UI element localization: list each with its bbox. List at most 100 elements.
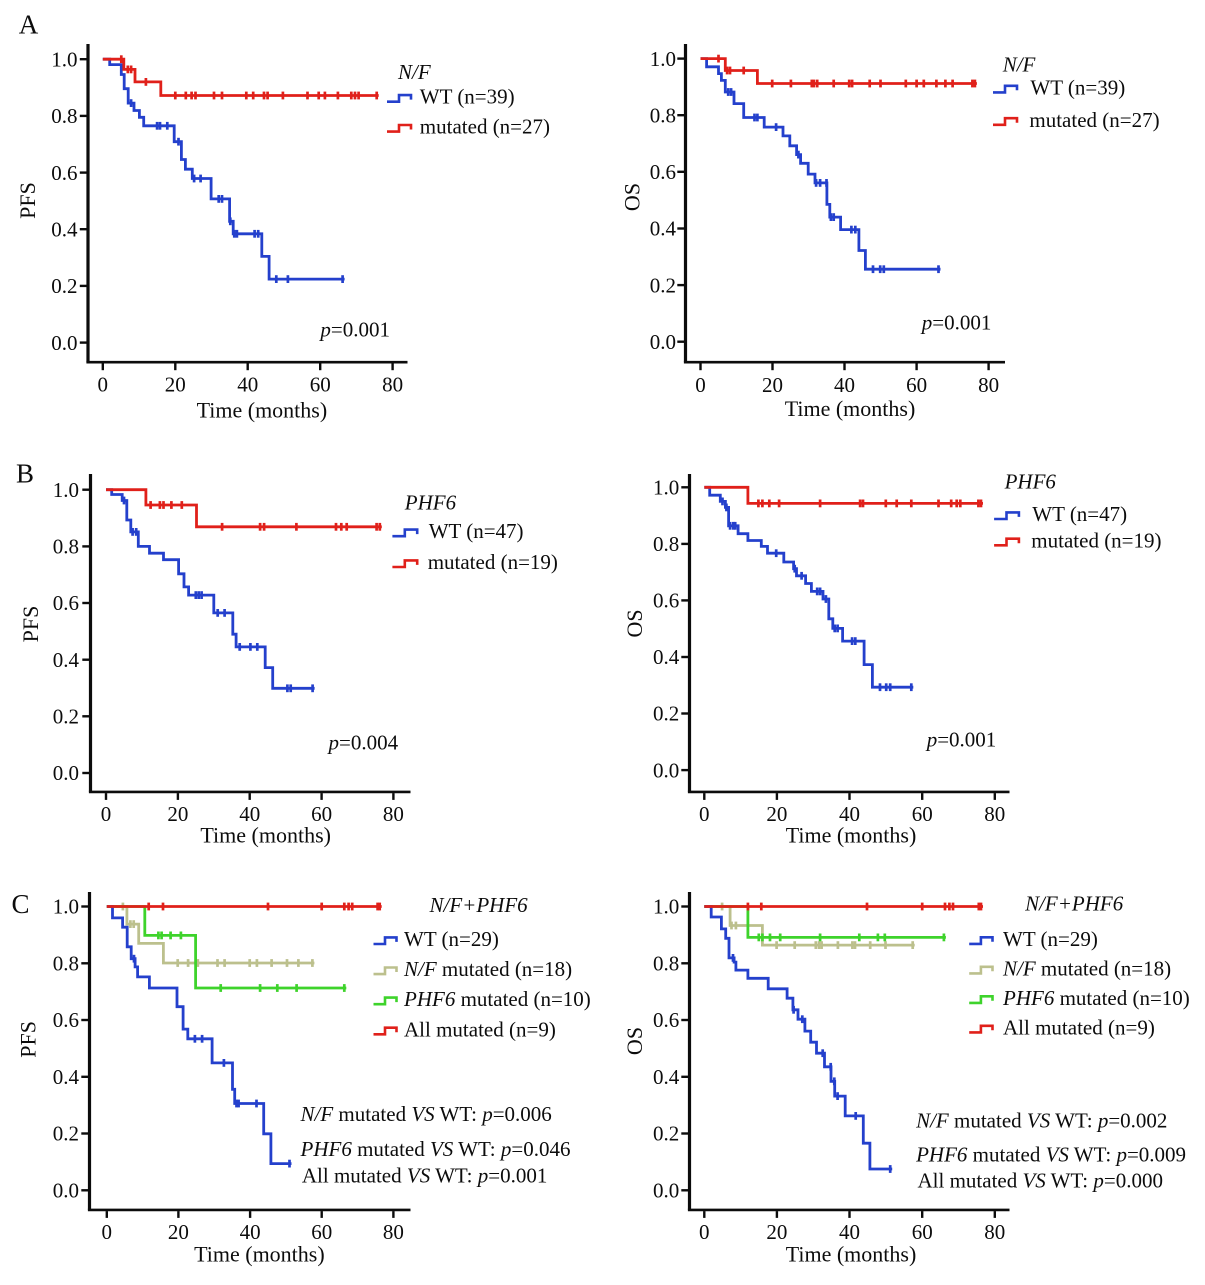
svg-text:0.4: 0.4 xyxy=(650,217,677,241)
svg-text:N/F mutated VS WT: p=0.006: N/F mutated VS WT: p=0.006 xyxy=(300,1102,552,1126)
svg-text:0: 0 xyxy=(699,802,710,826)
svg-text:N/F+PHF6: N/F+PHF6 xyxy=(1024,891,1124,915)
svg-text:OS: OS xyxy=(622,1027,647,1055)
svg-text:C: C xyxy=(12,889,30,919)
svg-text:N/F+PHF6: N/F+PHF6 xyxy=(429,893,529,917)
svg-text:0.6: 0.6 xyxy=(653,1008,679,1032)
svg-text:All mutated VS WT: p=0.000: All mutated VS WT: p=0.000 xyxy=(918,1169,1163,1193)
svg-text:All mutated (n=9): All mutated (n=9) xyxy=(404,1017,556,1041)
svg-text:0.8: 0.8 xyxy=(53,535,79,559)
svg-text:60: 60 xyxy=(310,372,331,396)
svg-text:mutated (n=27): mutated (n=27) xyxy=(420,115,550,139)
svg-text:60: 60 xyxy=(906,373,927,397)
svg-text:0.4: 0.4 xyxy=(53,1065,80,1089)
svg-text:0.6: 0.6 xyxy=(53,591,79,615)
svg-text:WT (n=39): WT (n=39) xyxy=(420,85,515,109)
svg-text:20: 20 xyxy=(762,373,783,397)
svg-text:Time (months): Time (months) xyxy=(200,822,331,847)
svg-text:0.6: 0.6 xyxy=(650,160,676,184)
svg-text:PHF6: PHF6 xyxy=(1004,470,1057,494)
svg-text:20: 20 xyxy=(766,1220,787,1244)
svg-text:p=0.001: p=0.001 xyxy=(920,311,992,335)
svg-text:p=0.001: p=0.001 xyxy=(925,727,997,751)
svg-text:N/F: N/F xyxy=(1002,53,1036,77)
svg-text:1.0: 1.0 xyxy=(653,895,679,919)
svg-text:Time (months): Time (months) xyxy=(786,822,917,847)
svg-text:mutated (n=19): mutated (n=19) xyxy=(1031,528,1161,552)
svg-text:1.0: 1.0 xyxy=(53,895,79,919)
svg-text:60: 60 xyxy=(912,1220,933,1244)
svg-text:mutated (n=27): mutated (n=27) xyxy=(1029,108,1159,132)
svg-text:PHF6: PHF6 xyxy=(404,491,457,515)
svg-text:40: 40 xyxy=(839,802,860,826)
svg-text:0.4: 0.4 xyxy=(653,1065,680,1089)
svg-text:80: 80 xyxy=(984,1220,1005,1244)
svg-text:mutated (n=19): mutated (n=19) xyxy=(428,550,558,574)
svg-text:1.0: 1.0 xyxy=(653,476,679,500)
svg-text:0.6: 0.6 xyxy=(51,161,77,185)
svg-text:0.2: 0.2 xyxy=(653,702,679,726)
svg-text:WT (n=47): WT (n=47) xyxy=(429,519,524,543)
svg-text:0: 0 xyxy=(101,802,112,826)
svg-text:0.4: 0.4 xyxy=(51,217,78,241)
svg-text:40: 40 xyxy=(834,373,855,397)
svg-text:80: 80 xyxy=(978,373,999,397)
svg-text:B: B xyxy=(16,458,34,488)
svg-text:Time (months): Time (months) xyxy=(194,1242,325,1267)
svg-text:Time (months): Time (months) xyxy=(786,1242,917,1267)
svg-text:40: 40 xyxy=(237,372,258,396)
svg-text:20: 20 xyxy=(168,1220,189,1244)
svg-text:PFS: PFS xyxy=(18,606,43,643)
svg-text:60: 60 xyxy=(311,1220,332,1244)
svg-text:20: 20 xyxy=(165,372,186,396)
svg-text:WT (n=39): WT (n=39) xyxy=(1030,75,1125,99)
svg-text:0: 0 xyxy=(695,373,706,397)
svg-text:0.4: 0.4 xyxy=(653,645,680,669)
svg-text:Time (months): Time (months) xyxy=(197,398,328,423)
svg-text:PHF6 mutated VS WT: p=0.009: PHF6 mutated VS WT: p=0.009 xyxy=(915,1143,1186,1167)
svg-text:0.8: 0.8 xyxy=(51,104,77,128)
svg-text:OS: OS xyxy=(622,609,647,637)
svg-text:1.0: 1.0 xyxy=(51,47,77,71)
svg-text:WT (n=47): WT (n=47) xyxy=(1032,502,1127,526)
svg-text:0.6: 0.6 xyxy=(53,1008,79,1032)
svg-text:40: 40 xyxy=(240,1220,261,1244)
svg-text:OS: OS xyxy=(619,183,644,211)
svg-text:20: 20 xyxy=(167,802,188,826)
svg-text:0.2: 0.2 xyxy=(51,274,77,298)
svg-text:1.0: 1.0 xyxy=(650,47,676,71)
svg-text:0.2: 0.2 xyxy=(53,705,79,729)
svg-text:0: 0 xyxy=(102,1220,113,1244)
svg-text:A: A xyxy=(19,10,39,40)
svg-text:N/F mutated (n=18): N/F mutated (n=18) xyxy=(403,957,572,981)
svg-text:Time (months): Time (months) xyxy=(785,396,916,421)
svg-text:0.8: 0.8 xyxy=(53,952,79,976)
svg-text:80: 80 xyxy=(383,1220,404,1244)
svg-text:80: 80 xyxy=(382,372,403,396)
svg-text:PFS: PFS xyxy=(15,182,40,219)
svg-text:WT (n=29): WT (n=29) xyxy=(404,927,499,951)
svg-text:0.0: 0.0 xyxy=(653,758,679,782)
svg-text:0: 0 xyxy=(98,372,109,396)
svg-text:PFS: PFS xyxy=(15,1021,40,1058)
svg-text:0.0: 0.0 xyxy=(51,331,77,355)
svg-text:1.0: 1.0 xyxy=(53,478,79,502)
svg-text:N/F: N/F xyxy=(397,60,431,84)
svg-text:p=0.004: p=0.004 xyxy=(327,731,399,755)
svg-text:0.8: 0.8 xyxy=(650,103,676,127)
svg-text:PHF6 mutated VS WT: p=0.046: PHF6 mutated VS WT: p=0.046 xyxy=(300,1137,571,1161)
svg-text:60: 60 xyxy=(311,802,332,826)
svg-text:0.0: 0.0 xyxy=(653,1179,679,1203)
svg-text:0.2: 0.2 xyxy=(653,1122,679,1146)
svg-text:20: 20 xyxy=(766,802,787,826)
svg-text:0.6: 0.6 xyxy=(653,589,679,613)
svg-text:All mutated VS WT: p=0.001: All mutated VS WT: p=0.001 xyxy=(302,1164,547,1188)
svg-text:0.4: 0.4 xyxy=(53,648,80,672)
svg-text:0.0: 0.0 xyxy=(53,761,79,785)
svg-text:WT (n=29): WT (n=29) xyxy=(1003,927,1098,951)
svg-text:N/F mutated VS WT: p=0.002: N/F mutated VS WT: p=0.002 xyxy=(915,1109,1167,1133)
svg-text:N/F mutated (n=18): N/F mutated (n=18) xyxy=(1002,956,1171,980)
svg-text:0.2: 0.2 xyxy=(650,273,676,297)
svg-text:0.8: 0.8 xyxy=(653,532,679,556)
svg-text:0.2: 0.2 xyxy=(53,1122,79,1146)
